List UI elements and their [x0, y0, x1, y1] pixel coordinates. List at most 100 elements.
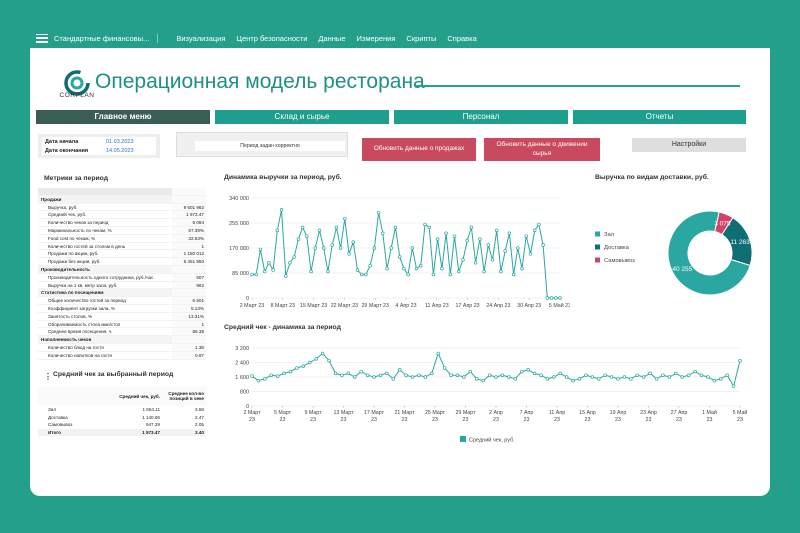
avg-check-cell: 1 140.66 — [142, 414, 160, 420]
tab-warehouse[interactable]: Склад и сырье — [215, 110, 389, 124]
y-tick-label: 170 000 — [229, 246, 249, 252]
avg-check-row: Самовывоз 947.29 2.05 — [38, 421, 206, 429]
x-tick-label-year: 23 — [493, 417, 499, 423]
metric-label: Выручка, руб. — [48, 204, 78, 210]
app-title[interactable]: Стандартные финансовы... — [54, 33, 159, 43]
data-point — [263, 377, 267, 381]
avg-check-total-row: Итого 1 573.47 3.40 — [38, 428, 206, 436]
more-options-icon[interactable]: ⋮ — [44, 372, 52, 381]
x-tick-label-year: 23 — [310, 417, 316, 423]
metric-value: 67.39% — [172, 226, 206, 234]
data-point — [461, 258, 465, 262]
data-point — [469, 225, 474, 230]
col-avg-items: Среднее кол-во позиций в чеке — [168, 391, 204, 401]
data-point — [258, 247, 263, 252]
x-tick-label: 2 Апр — [489, 410, 503, 416]
period-status-text: Период задан корректно — [195, 141, 345, 151]
menu-help[interactable]: Справка — [447, 33, 477, 43]
metric-label: Общее количество гостей за период — [48, 298, 126, 304]
menu-visualization[interactable]: Визуализация — [176, 33, 226, 43]
metric-label: Количество гостей за столом в день — [48, 243, 126, 249]
data-point — [343, 216, 347, 221]
start-date-value[interactable]: 01.03.2023 — [106, 138, 134, 145]
data-point — [448, 272, 453, 277]
metrics-row: Производительность одного сотрудника, ру… — [38, 273, 206, 282]
data-point — [532, 228, 537, 233]
metrics-row: Количество напитков на гостя 0.97 — [38, 351, 206, 360]
metrics-group-row: Статистика по посещениям — [38, 289, 206, 298]
data-point — [539, 373, 543, 377]
metrics-group-row: Производительность — [38, 265, 206, 274]
data-point — [330, 243, 334, 247]
tab-reports[interactable]: Отчеты — [573, 110, 746, 124]
metric-value: 13.31% — [172, 312, 206, 320]
menu-security-center[interactable]: Центр безопасности — [236, 33, 308, 43]
x-tick-label-year: 23 — [646, 417, 652, 423]
menu-scripts[interactable]: Скрипты — [406, 33, 437, 43]
data-point — [494, 375, 498, 379]
data-point — [545, 296, 550, 300]
metrics-row: Food cost по чекам, % 32.63% — [38, 234, 206, 243]
hamburger-menu-icon[interactable] — [36, 33, 48, 43]
metric-label: Продажи без акции, руб. — [48, 259, 101, 265]
data-point — [532, 371, 537, 376]
data-point — [376, 210, 381, 215]
avg-check-cell: Зал — [48, 407, 57, 412]
menu-measures[interactable]: Измерения — [356, 33, 396, 43]
data-point — [629, 377, 633, 381]
metrics-table: Продажи Выручка, руб. 9 601 962 Средний чек… — [38, 188, 206, 360]
x-tick-label: 17 Март — [364, 410, 385, 416]
avg-check-cell: 2.47 — [195, 414, 204, 420]
metrics-row: Средний чек, руб. 1 573.47 — [38, 211, 206, 220]
data-point — [292, 255, 296, 259]
update-sales-button[interactable]: Обновить данные о продажах — [362, 138, 476, 161]
data-point — [440, 266, 444, 271]
app-menubar: Стандартные финансовы... Визуализация Це… — [30, 28, 770, 48]
data-point — [419, 263, 423, 268]
x-tick-label-year: 23 — [676, 417, 682, 423]
data-point — [545, 377, 550, 381]
donut-value-label: 11 263 — [730, 239, 750, 246]
settings-button[interactable]: Настройки — [632, 138, 746, 152]
update-raw-materials-button[interactable]: Обновить данные о движении сырья — [484, 138, 600, 161]
data-point — [436, 351, 440, 356]
data-point — [296, 237, 301, 241]
y-tick-label: 2 400 — [235, 361, 249, 367]
tab-staff[interactable]: Персонал — [394, 110, 568, 124]
legend-swatch — [595, 231, 600, 237]
y-tick-label: 340 000 — [229, 196, 249, 202]
data-point — [486, 243, 491, 247]
revenue-line-chart: 0 85 000 170 000 255 000 340 000 2 Март 23 8 М… — [229, 196, 570, 309]
data-point — [622, 375, 627, 379]
data-point — [256, 378, 261, 383]
data-point — [558, 371, 562, 376]
x-tick-label: 2 Март — [243, 410, 261, 416]
metric-value: 962 — [172, 281, 206, 289]
metrics-group-row: Наполняемость чеков — [38, 336, 206, 344]
metric-label: Занятость столов, % — [48, 313, 93, 319]
data-point — [468, 369, 473, 374]
avg-check-table: Средний чек, руб. Среднее кол-во позиций… — [38, 386, 206, 436]
x-tick-label-year: 23 — [371, 417, 377, 423]
x-tick-label: 11 Апр — [549, 410, 565, 416]
metric-value: 1.38 — [172, 343, 206, 351]
tab-main-menu[interactable]: Главное меню — [36, 110, 210, 124]
end-date-value[interactable]: 14.05.2023 — [106, 147, 134, 154]
x-tick-label: 11 Апр 23 — [425, 303, 449, 309]
y-tick-label: 1 600 — [235, 375, 249, 381]
data-point — [423, 222, 427, 227]
x-tick-label: 29 Март 23 — [361, 303, 388, 309]
metrics-row: Продажи по акции, руб. 1 150 012 — [38, 250, 206, 259]
data-point — [372, 246, 377, 250]
metric-value: 32.63% — [172, 234, 206, 242]
menu-data[interactable]: Данные — [318, 33, 346, 43]
data-point — [520, 266, 524, 271]
data-point — [641, 375, 646, 379]
metrics-row: Среднее время посещения, ч. 66.38 — [38, 328, 206, 337]
x-tick-label-year: 23 — [554, 417, 560, 423]
period-status-box: Период задан корректно — [176, 132, 348, 157]
data-point — [481, 378, 485, 383]
metric-value — [172, 336, 206, 343]
data-point — [738, 358, 742, 363]
data-point — [410, 375, 415, 379]
